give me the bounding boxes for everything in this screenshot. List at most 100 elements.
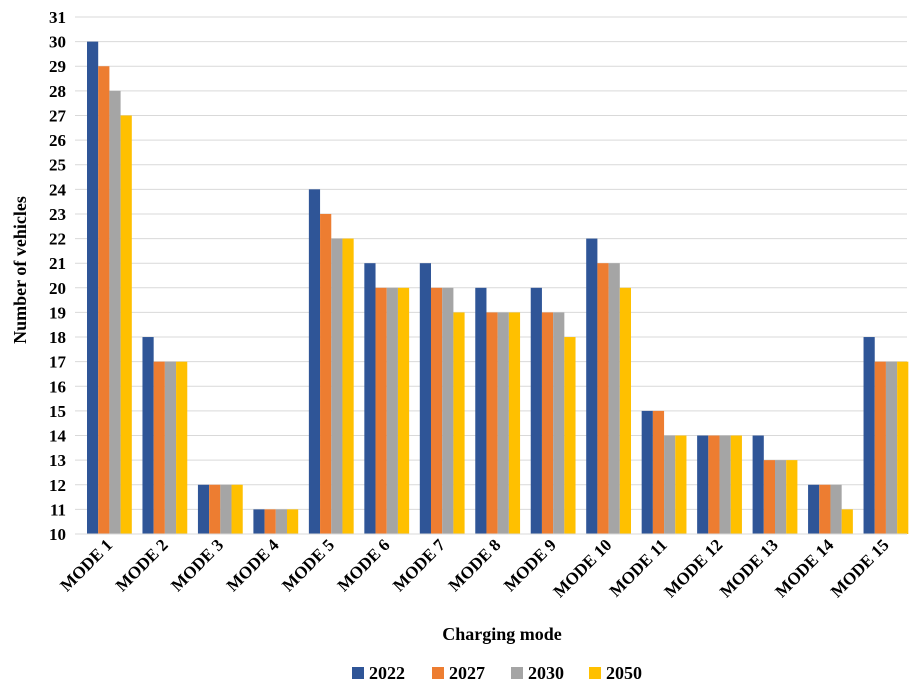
y-tick-label: 28: [49, 82, 66, 101]
y-tick-label: 15: [49, 402, 66, 421]
bar-2030-mode-2: [164, 361, 177, 534]
bar-2022-mode-14: [808, 484, 820, 534]
bar-2030-mode-4: [275, 509, 287, 534]
bar-2022-mode-1: [87, 41, 99, 534]
x-tick-label: MODE 8: [445, 535, 505, 595]
y-tick-label: 26: [49, 131, 66, 150]
bars: [87, 41, 909, 535]
bar-2030-mode-8: [497, 312, 509, 534]
legend-swatch-2050: [589, 667, 601, 679]
y-axis-ticks: 10 11 12 13 14 15 16 17 18 19 20 21 22 23 24 25 26 27 28 29…: [49, 8, 67, 544]
x-tick-label: MODE 11: [606, 535, 671, 600]
bar-2030-mode-13: [775, 460, 787, 534]
bar-2022-mode-12: [697, 435, 709, 534]
bar-2022-mode-11: [641, 410, 653, 534]
y-tick-label: 18: [49, 328, 66, 347]
bar-2030-mode-15: [885, 361, 898, 534]
y-tick-label: 23: [49, 205, 66, 224]
bar-2022-mode-15: [863, 337, 875, 534]
bar-2030-mode-14: [830, 484, 842, 534]
bar-2050-mode-4: [287, 509, 299, 534]
bar-2050-mode-12: [730, 435, 742, 534]
x-tick-label: MODE 2: [112, 535, 172, 595]
legend-label-2050: 2050: [606, 663, 642, 683]
bar-2027-mode-14: [819, 484, 831, 534]
bar-2050-mode-11: [675, 435, 687, 534]
y-tick-label: 22: [49, 230, 66, 249]
bar-2022-mode-4: [253, 509, 265, 534]
x-tick-label: MODE 12: [661, 535, 727, 601]
bar-2027-mode-10: [597, 263, 609, 534]
bar-2050-mode-6: [397, 287, 410, 534]
x-tick-label: MODE 5: [278, 535, 338, 595]
y-tick-label: 27: [49, 106, 67, 125]
x-tick-label: MODE 15: [827, 535, 893, 601]
bar-2050-mode-1: [120, 115, 132, 534]
y-tick-label: 29: [49, 57, 66, 76]
legend-swatch-2030: [511, 667, 523, 679]
bar-2027-mode-12: [708, 435, 720, 534]
x-tick-label: MODE 6: [334, 535, 394, 595]
bar-2022-mode-9: [530, 287, 542, 534]
legend-label-2030: 2030: [528, 663, 564, 683]
bar-2027-mode-2: [153, 361, 165, 534]
y-tick-label: 17: [49, 353, 67, 372]
bar-2030-mode-6: [386, 287, 398, 534]
bar-2022-mode-7: [419, 263, 431, 534]
bar-2050-mode-7: [453, 312, 465, 534]
bar-2022-mode-10: [586, 238, 598, 535]
legend: 2022 2027 2030 2050: [352, 663, 642, 683]
bar-2050-mode-9: [564, 337, 576, 534]
y-tick-label: 16: [49, 377, 66, 396]
y-tick-label: 20: [49, 279, 66, 298]
x-tick-label: MODE 13: [716, 535, 782, 601]
bar-2030-mode-11: [664, 435, 676, 534]
x-tick-label: MODE 14: [771, 535, 837, 601]
bar-2030-mode-9: [553, 312, 565, 534]
bar-2022-mode-5: [308, 189, 321, 535]
bar-2050-mode-8: [508, 312, 521, 534]
bar-2030-mode-12: [719, 435, 731, 534]
x-tick-label: MODE 7: [389, 535, 449, 595]
y-tick-label: 10: [49, 525, 66, 544]
bar-2027-mode-1: [98, 66, 110, 534]
bar-2027-mode-13: [763, 460, 775, 534]
y-tick-label: 25: [49, 156, 66, 175]
bar-2050-mode-15: [897, 361, 909, 534]
y-tick-label: 19: [49, 303, 66, 322]
gridlines: [75, 16, 907, 510]
bar-2022-mode-2: [142, 337, 154, 534]
y-tick-label: 13: [49, 451, 66, 470]
y-tick-label: 30: [49, 33, 66, 52]
bar-2027-mode-6: [375, 287, 387, 534]
bar-2050-mode-13: [786, 460, 798, 534]
legend-swatch-2022: [352, 667, 364, 679]
y-tick-label: 11: [50, 500, 66, 519]
bar-2027-mode-5: [320, 213, 332, 534]
legend-swatch-2027: [432, 667, 444, 679]
bar-2027-mode-3: [209, 484, 221, 534]
y-tick-label: 31: [49, 8, 66, 27]
x-axis-title: Charging mode: [442, 624, 562, 644]
legend-label-2027: 2027: [449, 663, 485, 683]
bar-2022-mode-13: [752, 435, 764, 534]
bar-2030-mode-1: [109, 90, 121, 534]
legend-label-2022: 2022: [369, 663, 405, 683]
bar-2022-mode-8: [475, 287, 487, 534]
x-tick-label: MODE 4: [223, 535, 283, 595]
bar-2027-mode-4: [264, 509, 276, 534]
bar-2027-mode-7: [431, 287, 443, 534]
x-tick-label: MODE 1: [56, 535, 116, 595]
x-tick-label: MODE 3: [167, 535, 227, 595]
y-tick-label: 21: [49, 254, 66, 273]
bar-2050-mode-14: [841, 509, 853, 534]
x-tick-label: MODE 10: [550, 535, 616, 601]
y-tick-label: 12: [49, 476, 66, 495]
bar-2050-mode-5: [342, 238, 354, 535]
y-axis-title: Number of vehicles: [10, 196, 30, 344]
bar-2050-mode-10: [619, 287, 631, 534]
bar-2027-mode-11: [652, 410, 665, 534]
bar-2027-mode-15: [874, 361, 886, 534]
